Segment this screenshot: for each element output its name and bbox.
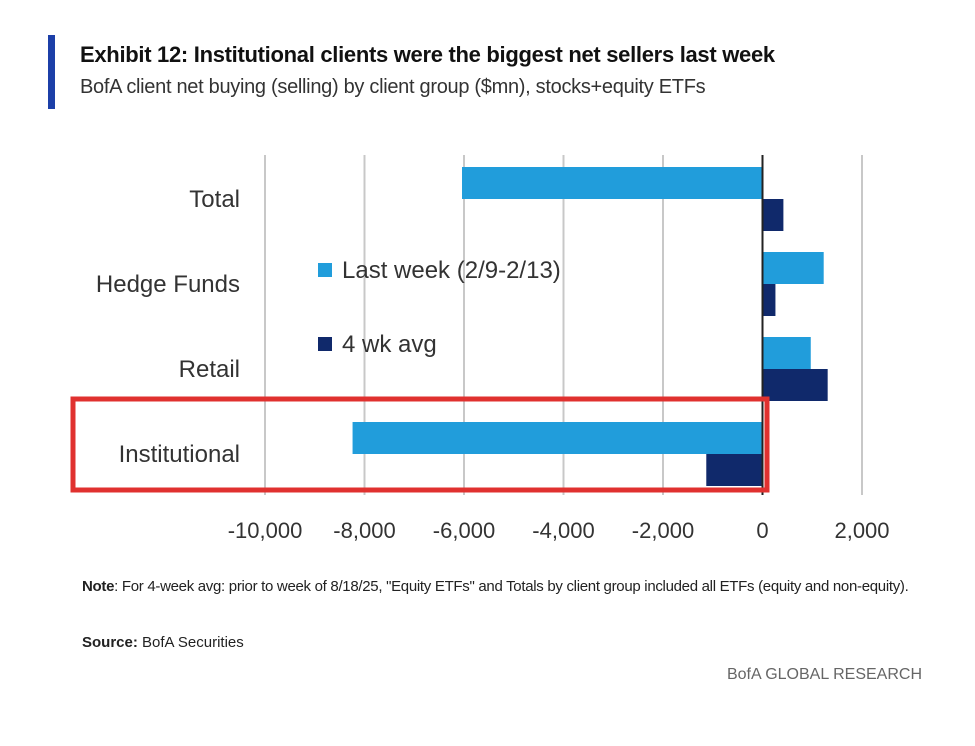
legend-label: Last week (2/9-2/13) — [342, 257, 561, 284]
bar-4wk-avg — [706, 454, 763, 486]
category-label: Retail — [179, 356, 240, 383]
chart-subtitle: BofA client net buying (selling) by clie… — [80, 76, 706, 98]
footer-brand: BofA GLOBAL RESEARCH — [726, 666, 922, 683]
title-accent-bar — [48, 35, 55, 109]
bar-last-week — [762, 252, 824, 284]
bar-4wk-avg — [762, 284, 776, 316]
x-tick-label: -10,000 — [228, 518, 303, 543]
note-label: Note — [82, 578, 115, 595]
bar-last-week — [762, 337, 811, 369]
bar-4wk-avg — [762, 369, 828, 401]
x-tick-label: -2,000 — [632, 518, 694, 543]
note-text: : For 4-week avg: prior to week of 8/18/… — [114, 578, 909, 595]
legend-swatch — [318, 337, 332, 351]
x-tick-label: 0 — [756, 518, 768, 543]
note: Note: For 4-week avg: prior to week of 8… — [82, 574, 922, 599]
source: Source: BofA Securities — [82, 634, 244, 651]
bar-last-week — [462, 167, 763, 199]
source-label: Source: — [82, 634, 138, 651]
category-label: Hedge Funds — [96, 271, 240, 298]
x-tick-label: -6,000 — [433, 518, 495, 543]
bar-last-week — [352, 422, 763, 454]
category-label: Institutional — [119, 441, 240, 468]
legend-swatch — [318, 263, 332, 277]
bar-4wk-avg — [762, 199, 784, 231]
x-tick-label: 2,000 — [834, 518, 889, 543]
highlight-box — [70, 396, 770, 493]
x-tick-label: -8,000 — [333, 518, 395, 543]
legend-label: 4 wk avg — [342, 331, 437, 358]
chart-title: Exhibit 12: Institutional clients were t… — [80, 42, 775, 67]
category-label: Total — [189, 186, 240, 213]
source-text: BofA Securities — [137, 634, 244, 651]
x-tick-label: -4,000 — [532, 518, 594, 543]
